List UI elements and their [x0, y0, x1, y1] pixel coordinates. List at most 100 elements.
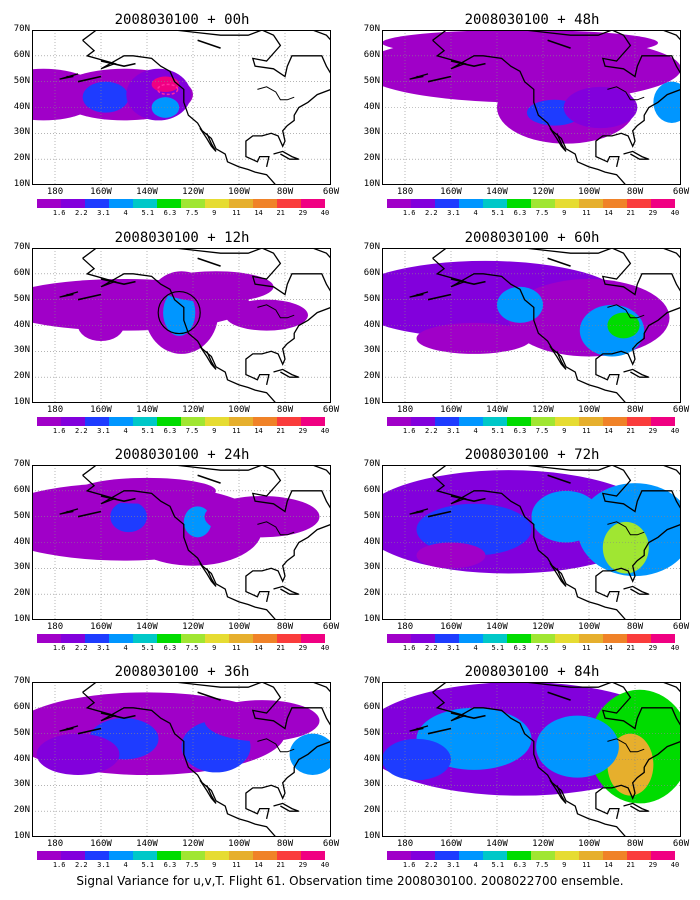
coastline [245, 88, 331, 168]
colorbar-swatch [387, 199, 411, 208]
colorbar-label: 5.1 [491, 644, 505, 652]
colorbar-swatch [531, 851, 555, 860]
colorbar-swatch [627, 851, 651, 860]
target-region-circle [157, 290, 201, 335]
colorbar-swatch [61, 634, 85, 643]
latitude-label: 20N [13, 153, 30, 164]
flight-track [427, 257, 571, 301]
latitude-label: 50N [363, 293, 380, 304]
colorbar-label: 2.2 [74, 209, 88, 217]
colorbar-swatch [435, 417, 459, 426]
longitude-label: 160W [90, 839, 112, 849]
colorbar-swatch [603, 417, 627, 426]
colorbar-label: 5.1 [491, 861, 505, 869]
longitude-label: 100W [578, 839, 600, 849]
longitude-label: 100W [578, 187, 600, 197]
variance-contour [204, 496, 320, 538]
longitude-label: 180 [396, 839, 414, 849]
colorbar-swatch [651, 634, 675, 643]
latitude-label: 20N [363, 153, 380, 164]
colorbar-swatch [603, 634, 627, 643]
great-lakes [257, 521, 295, 536]
longitude-label: 140W [486, 839, 508, 849]
colorbar-swatch [61, 199, 85, 208]
longitude-label: 100W [578, 405, 600, 415]
colorbar-label: 5.1 [141, 644, 155, 652]
colorbar-swatch [531, 417, 555, 426]
latitude-label: 70N [13, 242, 30, 252]
longitude-label: 120W [532, 622, 554, 632]
latitude-label: 40N [13, 536, 30, 547]
colorbar-swatch [205, 634, 229, 643]
colorbar-swatch [531, 634, 555, 643]
colorbar-label: 40 [670, 427, 680, 435]
colorbar [37, 851, 325, 860]
signal-variance-map [32, 682, 331, 837]
colorbar [37, 199, 325, 208]
colorbar-swatch [253, 634, 277, 643]
colorbar-label: 14 [254, 861, 263, 869]
longitude-label: 80W [276, 405, 294, 415]
variance-contour [36, 733, 120, 775]
colorbar-label: 14 [254, 427, 263, 435]
coastline [651, 30, 681, 41]
colorbar-swatch [277, 634, 301, 643]
latitude-label: 70N [363, 676, 380, 686]
longitude-label: 60W [672, 839, 690, 849]
latitude-label: 10N [363, 614, 380, 624]
coastline [59, 508, 79, 515]
colorbar-swatch [627, 417, 651, 426]
colorbar-label: 21 [626, 427, 635, 435]
latitude-label: 70N [13, 24, 30, 34]
map-frame [382, 465, 681, 620]
colorbar-label: 1.6 [52, 644, 66, 652]
coastline [409, 725, 429, 732]
great-lakes [257, 738, 295, 753]
colorbar-swatch [229, 199, 253, 208]
colorbar-swatch [157, 851, 181, 860]
colorbar-swatch [627, 199, 651, 208]
colorbar-label: 6.3 [513, 427, 527, 435]
latitude-label: 40N [363, 753, 380, 764]
latitude-label: 30N [13, 127, 30, 138]
latitude-label: 50N [363, 727, 380, 738]
coastline [623, 150, 650, 160]
coastline [245, 523, 331, 603]
colorbar-label: 40 [320, 427, 330, 435]
variance-contour [151, 97, 180, 118]
latitude-label: 60N [363, 484, 380, 495]
colorbar-swatch [483, 634, 507, 643]
colorbar-label: 3.1 [447, 427, 460, 435]
colorbar-swatch [181, 417, 205, 426]
colorbar-swatch [387, 634, 411, 643]
latitude-label: 10N [13, 179, 30, 189]
colorbar-label: 4 [123, 644, 128, 652]
colorbar-label: 4 [473, 209, 478, 217]
colorbar-label: 5.1 [141, 861, 155, 869]
longitude-label: 180 [396, 187, 414, 197]
longitude-label: 100W [578, 622, 600, 632]
great-lakes [257, 86, 295, 101]
colorbar-swatch [85, 199, 109, 208]
longitude-label: 60W [322, 187, 340, 197]
longitude-label: 60W [322, 622, 340, 632]
colorbar-label: 5.1 [491, 427, 505, 435]
longitude-label: 100W [228, 839, 250, 849]
colorbar-swatch [435, 199, 459, 208]
coastline [432, 257, 627, 403]
colorbar-swatch [253, 851, 277, 860]
latitude-label: 10N [363, 179, 380, 189]
great-lakes [607, 738, 645, 753]
coastline [82, 691, 277, 837]
latitude-label: 30N [363, 345, 380, 356]
coastline [432, 248, 681, 296]
map-frame [32, 682, 331, 837]
colorbar-swatch [411, 417, 435, 426]
longitude-label: 120W [532, 839, 554, 849]
longitude-label: 140W [136, 187, 158, 197]
flight-track [77, 257, 221, 301]
map-frame [382, 248, 681, 403]
panel-title: 2008030100 + 48h [464, 12, 600, 28]
coastline [273, 368, 300, 378]
colorbar-label: 1.6 [402, 427, 416, 435]
